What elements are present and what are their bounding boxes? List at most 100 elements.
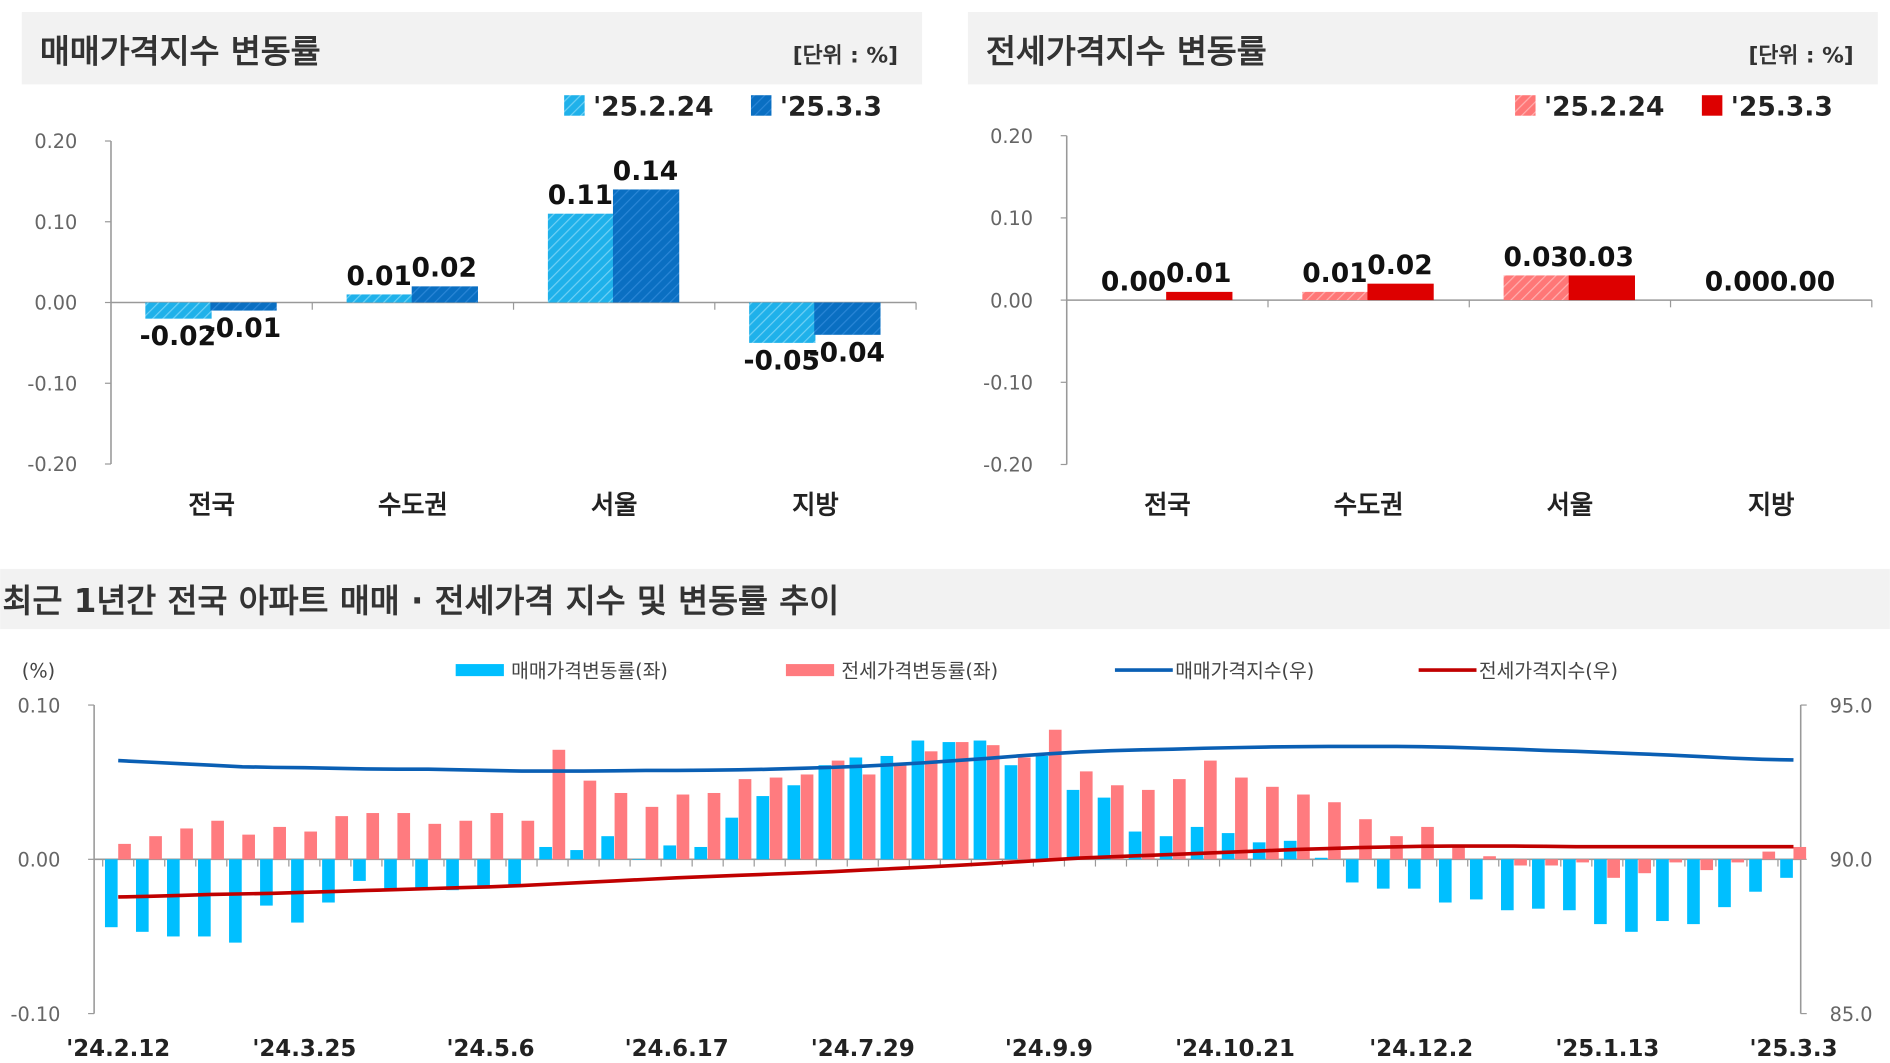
bar — [552, 749, 566, 860]
bar — [539, 846, 552, 860]
bar — [273, 826, 286, 860]
bar — [1563, 859, 1576, 911]
index-line — [118, 744, 1794, 773]
unit-label: [단위 : %] — [793, 44, 898, 69]
bar — [862, 774, 876, 860]
bar — [1141, 789, 1155, 860]
bar — [632, 859, 646, 860]
bar — [322, 859, 335, 903]
data-label: -0.05 — [743, 345, 819, 376]
x-tick-label: '24.9.9 — [1005, 1036, 1093, 1062]
unit-label: [단위 : %] — [1748, 44, 1853, 69]
bar — [1297, 794, 1310, 860]
bar — [104, 859, 118, 928]
bar — [180, 828, 193, 860]
bar — [1367, 283, 1434, 301]
y-tick-label: 0.10 — [990, 207, 1033, 230]
bar — [1204, 760, 1217, 860]
category-label: 지방 — [1748, 490, 1795, 519]
bar — [118, 843, 131, 860]
legend-label: 매매가격지수(우) — [1175, 659, 1314, 682]
data-label: 0.00 — [1101, 266, 1166, 297]
bar — [893, 765, 907, 860]
bar — [1079, 771, 1093, 860]
bar — [1421, 826, 1434, 860]
bar — [198, 859, 211, 937]
bar — [145, 302, 212, 319]
bar — [738, 779, 752, 860]
bar — [1266, 786, 1279, 860]
data-label: 0.03 — [1569, 242, 1634, 273]
y-tick-label: -0.20 — [983, 454, 1033, 477]
bar — [149, 836, 162, 860]
bar — [787, 785, 801, 860]
bar — [1166, 291, 1233, 301]
data-label: 0.02 — [412, 253, 477, 284]
data-label: -0.01 — [205, 313, 281, 344]
chart-title: 전세가격지수 변동률 — [986, 33, 1267, 71]
x-tick-label: '24.7.29 — [811, 1036, 915, 1062]
bar — [707, 792, 721, 860]
bar — [167, 859, 180, 937]
bar — [1190, 826, 1204, 860]
legend-label: '25.2.24 — [1544, 92, 1664, 123]
bar — [1656, 859, 1669, 922]
y-axis-unit: (%) — [22, 659, 55, 682]
data-label: 0.00 — [1770, 266, 1835, 297]
bar — [242, 834, 255, 860]
x-tick-label: '24.2.12 — [66, 1036, 170, 1062]
bar — [1718, 859, 1731, 908]
bar — [1048, 729, 1062, 860]
bar — [304, 831, 318, 860]
bar — [1469, 859, 1483, 900]
bar — [1066, 789, 1080, 860]
bar — [1607, 859, 1620, 878]
bar — [1793, 846, 1807, 860]
data-label: 0.01 — [1302, 258, 1367, 289]
bar — [1035, 755, 1049, 860]
y-tick-label: 0.20 — [34, 130, 77, 153]
bar — [769, 777, 783, 860]
bar — [335, 816, 349, 860]
bar — [346, 294, 413, 303]
legend-label: '25.3.3 — [780, 92, 882, 123]
bar — [490, 813, 504, 860]
bar — [366, 813, 380, 860]
bar — [694, 846, 708, 860]
bar — [1328, 802, 1341, 860]
bar — [411, 286, 478, 303]
bar — [601, 836, 614, 860]
bar — [1503, 275, 1570, 301]
bar — [645, 806, 659, 860]
bar — [1687, 859, 1700, 925]
bar — [1576, 859, 1589, 863]
bar — [1097, 797, 1111, 860]
bar — [508, 859, 521, 888]
bar — [1017, 757, 1031, 860]
category-label: 전국 — [1144, 490, 1191, 519]
bar — [880, 755, 894, 860]
bar — [1749, 859, 1762, 892]
x-tick-label: '24.12.2 — [1369, 1036, 1473, 1062]
chart-header — [0, 568, 1890, 630]
bar — [749, 302, 816, 343]
bar — [1625, 859, 1638, 932]
x-tick-label: '25.3.3 — [1749, 1036, 1837, 1062]
bar — [1638, 859, 1652, 874]
bar — [459, 820, 473, 860]
bar — [1438, 859, 1452, 903]
bar — [353, 859, 366, 881]
bar — [614, 792, 628, 860]
data-label: 0.03 — [1503, 242, 1568, 273]
bar — [1483, 856, 1496, 860]
category-label: 지방 — [792, 490, 839, 519]
bar — [583, 780, 597, 860]
bar — [756, 796, 770, 860]
x-tick-label: '24.5.6 — [446, 1036, 534, 1062]
bar — [521, 820, 535, 860]
bar — [229, 859, 242, 943]
bar — [924, 751, 938, 860]
legend-label: '25.3.3 — [1731, 92, 1833, 123]
bar — [1004, 765, 1018, 860]
bar — [260, 859, 273, 906]
